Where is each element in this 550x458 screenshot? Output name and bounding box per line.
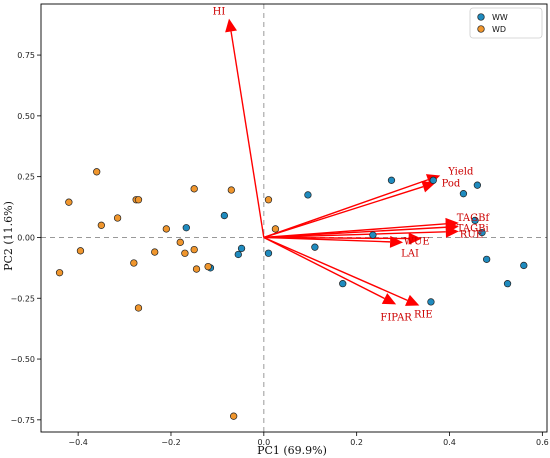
loading-arrow-lai (263, 236, 391, 243)
loading-arrow-fipar (263, 236, 385, 300)
loading-label-lai: LAI (401, 248, 419, 259)
loading-label-pod: Pod (442, 179, 461, 190)
y-tick-label: 0.75 (17, 51, 35, 60)
point-ww (237, 244, 246, 253)
point-wd (162, 225, 170, 233)
point-wd (204, 262, 212, 271)
loading-arrow-pod (263, 186, 424, 239)
point-wd (176, 238, 184, 246)
loading-arrowhead-pod (421, 180, 436, 193)
x-tick-label: 0.2 (350, 438, 363, 447)
point-wd (65, 198, 73, 206)
point-wd (113, 214, 122, 222)
loading-label-yield: Yield (447, 166, 474, 177)
point-ww (234, 250, 242, 259)
point-wd (97, 221, 105, 229)
loading-arrowhead-hi (225, 18, 237, 33)
point-wd (93, 168, 101, 176)
loading-arrow-rue (263, 231, 446, 239)
point-ww (339, 280, 347, 288)
loading-arrowhead-lai (389, 235, 404, 248)
loading-label-rue: RUE (460, 229, 483, 240)
y-tick-label: −0.75 (10, 416, 35, 425)
point-wd (76, 247, 85, 255)
loading-vectors (225, 18, 459, 306)
x-tick-label: −0.4 (68, 438, 87, 447)
point-wd (151, 248, 159, 256)
point-ww (473, 181, 482, 189)
point-wd (192, 265, 201, 273)
point-ww (182, 224, 190, 232)
point-ww (264, 249, 273, 257)
plot-frame (40, 3, 548, 433)
x-tick-label: 0.4 (443, 438, 456, 447)
x-tick-label: 0.6 (536, 438, 549, 447)
point-wd (134, 196, 143, 204)
y-axis-ticks: −0.75 −0.50 −0.25 0.00 0.25 0.50 0.75 (10, 51, 41, 425)
loading-label-fipar: FIPAR (380, 312, 412, 323)
y-tick-label: 0.25 (17, 173, 35, 182)
point-ww (220, 211, 229, 220)
legend-box (469, 7, 543, 39)
loading-arrow-tagbi (263, 226, 446, 239)
point-ww (387, 176, 396, 184)
loading-label-tagbf: TAGBf (457, 213, 491, 224)
loading-arrow-rie (263, 236, 408, 301)
legend-label-ww: WW (492, 13, 508, 22)
scatter-points (55, 168, 528, 420)
x-axis-title: PC1 (69.9%) (257, 444, 327, 457)
loading-arrow-yield (263, 179, 429, 239)
point-ww (311, 243, 319, 251)
point-wd (264, 196, 273, 204)
loading-label-wue: WUE (404, 237, 430, 248)
y-tick-label: 0.50 (17, 112, 35, 121)
point-ww (478, 228, 486, 237)
point-ww (429, 176, 437, 184)
loading-arrowhead-rue (445, 225, 459, 238)
loading-label-rie: RIE (414, 310, 433, 321)
point-wd (130, 259, 138, 267)
y-axis-title: PC2 (11.6%) (2, 201, 15, 271)
legend-label-wd: WD (492, 25, 506, 34)
legend-marker-ww (477, 13, 485, 21)
loading-arrowhead-rie (405, 294, 420, 306)
legend-marker-wd (477, 25, 485, 33)
point-ww (471, 216, 479, 225)
point-wd (271, 225, 280, 233)
point-wd (55, 269, 64, 277)
x-tick-label: 0.0 (257, 438, 270, 447)
point-wd (134, 304, 143, 312)
point-wd (190, 185, 198, 193)
point-ww (427, 298, 435, 306)
point-wd (181, 249, 189, 257)
legend: WW WD (469, 7, 543, 39)
y-tick-label: −0.50 (10, 355, 35, 364)
point-ww (483, 255, 491, 263)
y-tick-label: −0.25 (10, 294, 35, 303)
x-axis-ticks: −0.4 −0.2 0.0 0.2 0.4 0.6 (68, 432, 549, 447)
y-tick-label: 0.00 (17, 233, 35, 242)
point-ww (459, 190, 468, 198)
point-wd (227, 186, 235, 194)
x-tick-label: −0.2 (161, 438, 180, 447)
point-wd (190, 245, 198, 254)
loading-label-tagbi: TAGBi (457, 224, 489, 235)
loading-label-hi: HI (213, 7, 226, 18)
loading-arrowhead-fipar (381, 293, 397, 305)
loading-arrowhead-wue (408, 232, 422, 245)
point-wd (230, 412, 238, 420)
point-ww (369, 231, 377, 239)
point-ww (304, 191, 312, 199)
loading-arrow-hi (230, 31, 265, 238)
point-ww (520, 261, 528, 270)
point-ww (503, 280, 512, 288)
